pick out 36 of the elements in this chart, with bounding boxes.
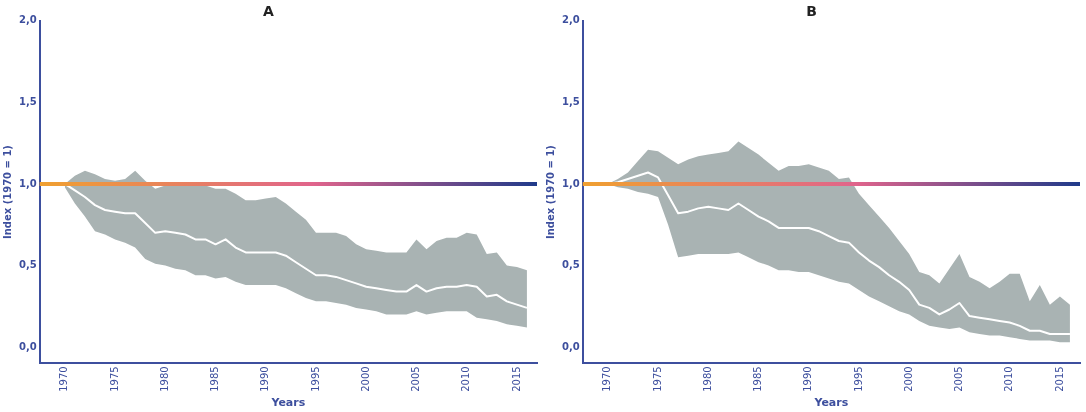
y-tick-label: 0,0 [562, 340, 580, 352]
y-axis-title: Index (1970 = 1) [1, 145, 13, 240]
x-tick-label: 2005 [953, 366, 965, 392]
x-axis-title: Years [270, 396, 306, 410]
x-tick-label: 2000 [902, 366, 914, 392]
x-tick-label: 2005 [410, 366, 422, 392]
x-tick-label: 2015 [510, 366, 522, 392]
chart-title: B [806, 3, 817, 20]
y-tick-label: 1,5 [19, 95, 37, 107]
chart-title: A [263, 3, 275, 20]
x-tick-label: 1980 [158, 366, 170, 392]
x-tick-label: 1980 [701, 366, 713, 392]
x-tick-label: 1990 [259, 366, 271, 392]
x-tick-label: 2010 [460, 366, 472, 392]
x-tick-label: 1975 [108, 366, 120, 392]
x-tick-label: 1985 [209, 366, 221, 392]
x-axis-title: Years [813, 396, 849, 410]
y-tick-label: 2,0 [19, 14, 37, 26]
x-tick-label: 2010 [1003, 366, 1015, 392]
x-tick-label: 1970 [58, 366, 70, 392]
y-tick-label: 1,0 [562, 177, 580, 189]
x-tick-label: 1985 [752, 366, 764, 392]
x-tick-label: 1970 [601, 366, 613, 392]
y-tick-label: 2,0 [562, 14, 580, 26]
x-tick-label: 1995 [309, 366, 321, 392]
x-tick-label: 2015 [1053, 366, 1065, 392]
y-tick-label: 0,5 [562, 259, 580, 271]
y-axis-title: Index (1970 = 1) [544, 145, 556, 240]
x-tick-label: 1975 [651, 366, 663, 392]
x-tick-label: 2000 [359, 366, 371, 392]
y-tick-label: 0,5 [19, 259, 37, 271]
x-tick-label: 1990 [802, 366, 814, 392]
x-tick-label: 1995 [852, 366, 864, 392]
y-tick-label: 0,0 [19, 340, 37, 352]
y-tick-label: 1,0 [19, 177, 37, 189]
y-tick-label: 1,5 [562, 95, 580, 107]
